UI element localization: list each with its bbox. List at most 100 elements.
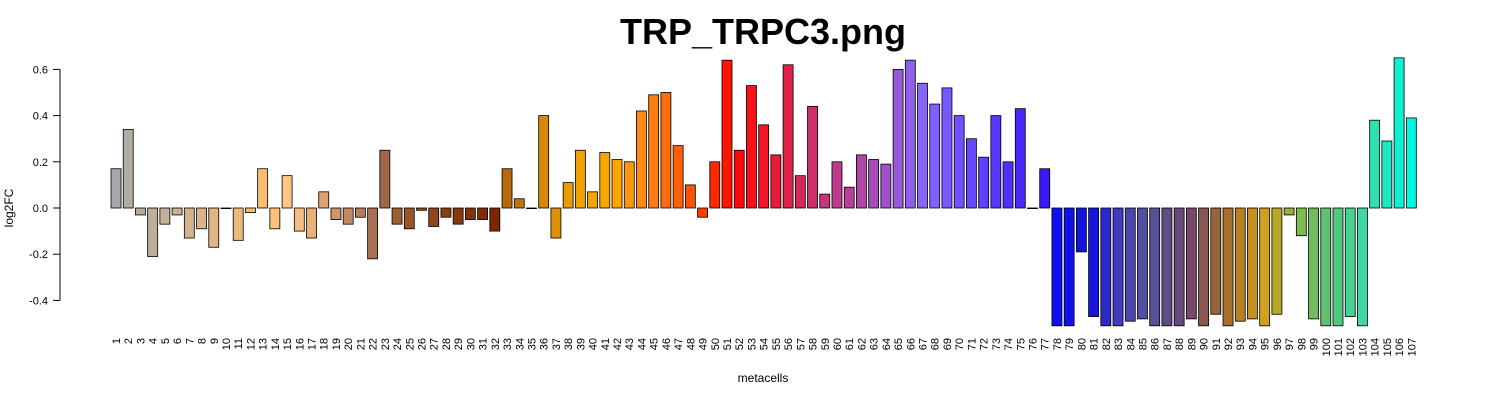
x-tick-label: 100 (1321, 338, 1333, 356)
bar-80 (1075, 207, 1087, 253)
x-tick-label: 67 (918, 338, 930, 350)
x-tick-label: 103 (1357, 338, 1369, 356)
x-tick-label: 26 (417, 338, 429, 350)
x-tick-label: 95 (1260, 338, 1272, 350)
x-tick-label: 25 (404, 338, 416, 350)
bar-99 (1308, 207, 1319, 320)
bar-73 (990, 115, 1002, 209)
bar-90 (1198, 207, 1209, 327)
y-tick-label: -0.2 (29, 249, 48, 261)
x-tick-label: 34 (514, 338, 526, 350)
x-tick-label: 53 (746, 338, 758, 350)
bar-38 (562, 182, 574, 209)
y-tick-label: -0.4 (29, 295, 48, 307)
x-tick-label: 69 (942, 338, 954, 350)
bar-7 (183, 207, 195, 239)
bar-27 (428, 207, 440, 227)
x-tick-labels: 1 2 3 4 5 6 7 8 9 10 11 12 13 14 15 16 17 18 19 20 21 22 23 24 2… (111, 338, 1418, 356)
x-tick-label: 94 (1247, 338, 1259, 350)
y-tick-label: 0.0 (33, 203, 48, 215)
bar-92 (1222, 207, 1234, 327)
bar-58 (807, 105, 818, 209)
x-tick-label: 77 (1040, 338, 1052, 350)
x-tick-label: 86 (1150, 338, 1162, 350)
x-tick-label: 37 (551, 338, 563, 350)
x-tick-label: 4 (148, 338, 160, 344)
x-tick-label: 45 (649, 338, 661, 350)
x-tick-label: 101 (1333, 338, 1345, 356)
x-tick-label: 73 (991, 338, 1003, 350)
x-tick-label: 6 (172, 338, 184, 344)
x-tick-label: 23 (380, 338, 392, 350)
bar-14 (269, 207, 281, 230)
bar-89 (1185, 207, 1197, 320)
x-tick-label: 43 (624, 338, 636, 350)
bar-96 (1271, 207, 1283, 315)
x-tick-label: 89 (1186, 338, 1198, 350)
bar-35 (526, 207, 537, 210)
x-tick-label: 71 (966, 338, 978, 350)
x-tick-label: 93 (1235, 338, 1247, 350)
bar-31 (477, 207, 489, 220)
bar-4 (147, 207, 159, 257)
bar-76 (1027, 207, 1038, 210)
bar-87 (1161, 207, 1173, 327)
x-tick-label: 88 (1174, 338, 1186, 350)
bar-46 (660, 92, 672, 209)
bar-71 (966, 138, 977, 209)
x-tick-label: 79 (1064, 338, 1076, 350)
bar-64 (880, 163, 892, 209)
bar-68 (929, 103, 941, 209)
bar-65 (892, 69, 904, 209)
x-tick-label: 104 (1370, 338, 1382, 356)
x-tick-label: 28 (441, 338, 453, 350)
x-tick-label: 3 (135, 338, 147, 344)
x-tick-label: 38 (563, 338, 575, 350)
bar-67 (917, 82, 928, 209)
x-tick-label: 36 (539, 338, 551, 350)
x-tick-label: 106 (1394, 338, 1406, 356)
x-tick-label: 10 (221, 338, 233, 350)
bar-62 (856, 154, 867, 209)
x-tick-label: 96 (1272, 338, 1284, 350)
bar-6 (171, 207, 183, 216)
x-tick-label: 68 (930, 338, 942, 350)
x-tick-label: 18 (319, 338, 331, 350)
x-tick-label: 99 (1309, 338, 1321, 350)
x-tick-label: 107 (1406, 338, 1418, 356)
x-tick-label: 83 (1113, 338, 1125, 350)
x-tick-label: 62 (856, 338, 868, 350)
bar-21 (354, 207, 366, 218)
bar-72 (978, 156, 990, 209)
x-tick-label: 82 (1101, 338, 1113, 350)
x-tick-label: 24 (392, 338, 404, 350)
bar-54 (758, 124, 770, 209)
x-tick-label: 61 (844, 338, 856, 350)
bar-series (110, 57, 1417, 327)
x-tick-label: 29 (453, 338, 465, 350)
x-tick-label: 5 (160, 338, 172, 344)
x-tick-label: 15 (282, 338, 294, 350)
bar-37 (550, 207, 562, 239)
bar-66 (904, 59, 916, 209)
bar-19 (330, 207, 342, 220)
x-tick-label: 60 (832, 338, 844, 350)
y-tick-label: 0.4 (33, 111, 48, 123)
x-tick-label: 49 (698, 338, 710, 350)
bar-106 (1393, 57, 1405, 209)
bar-105 (1381, 140, 1393, 209)
x-tick-label: 13 (258, 338, 270, 350)
x-tick-label: 81 (1089, 338, 1101, 350)
bar-97 (1283, 207, 1295, 216)
bar-70 (953, 115, 965, 209)
bar-95 (1259, 207, 1271, 327)
x-tick-label: 1 (111, 338, 123, 344)
bar-50 (709, 161, 721, 209)
x-tick-label: 8 (197, 338, 209, 344)
x-tick-label: 50 (710, 338, 722, 350)
bar-93 (1234, 207, 1246, 322)
bar-43 (623, 161, 635, 209)
x-tick-label: 52 (734, 338, 746, 350)
bar-84 (1124, 207, 1136, 322)
bar-107 (1405, 117, 1417, 209)
